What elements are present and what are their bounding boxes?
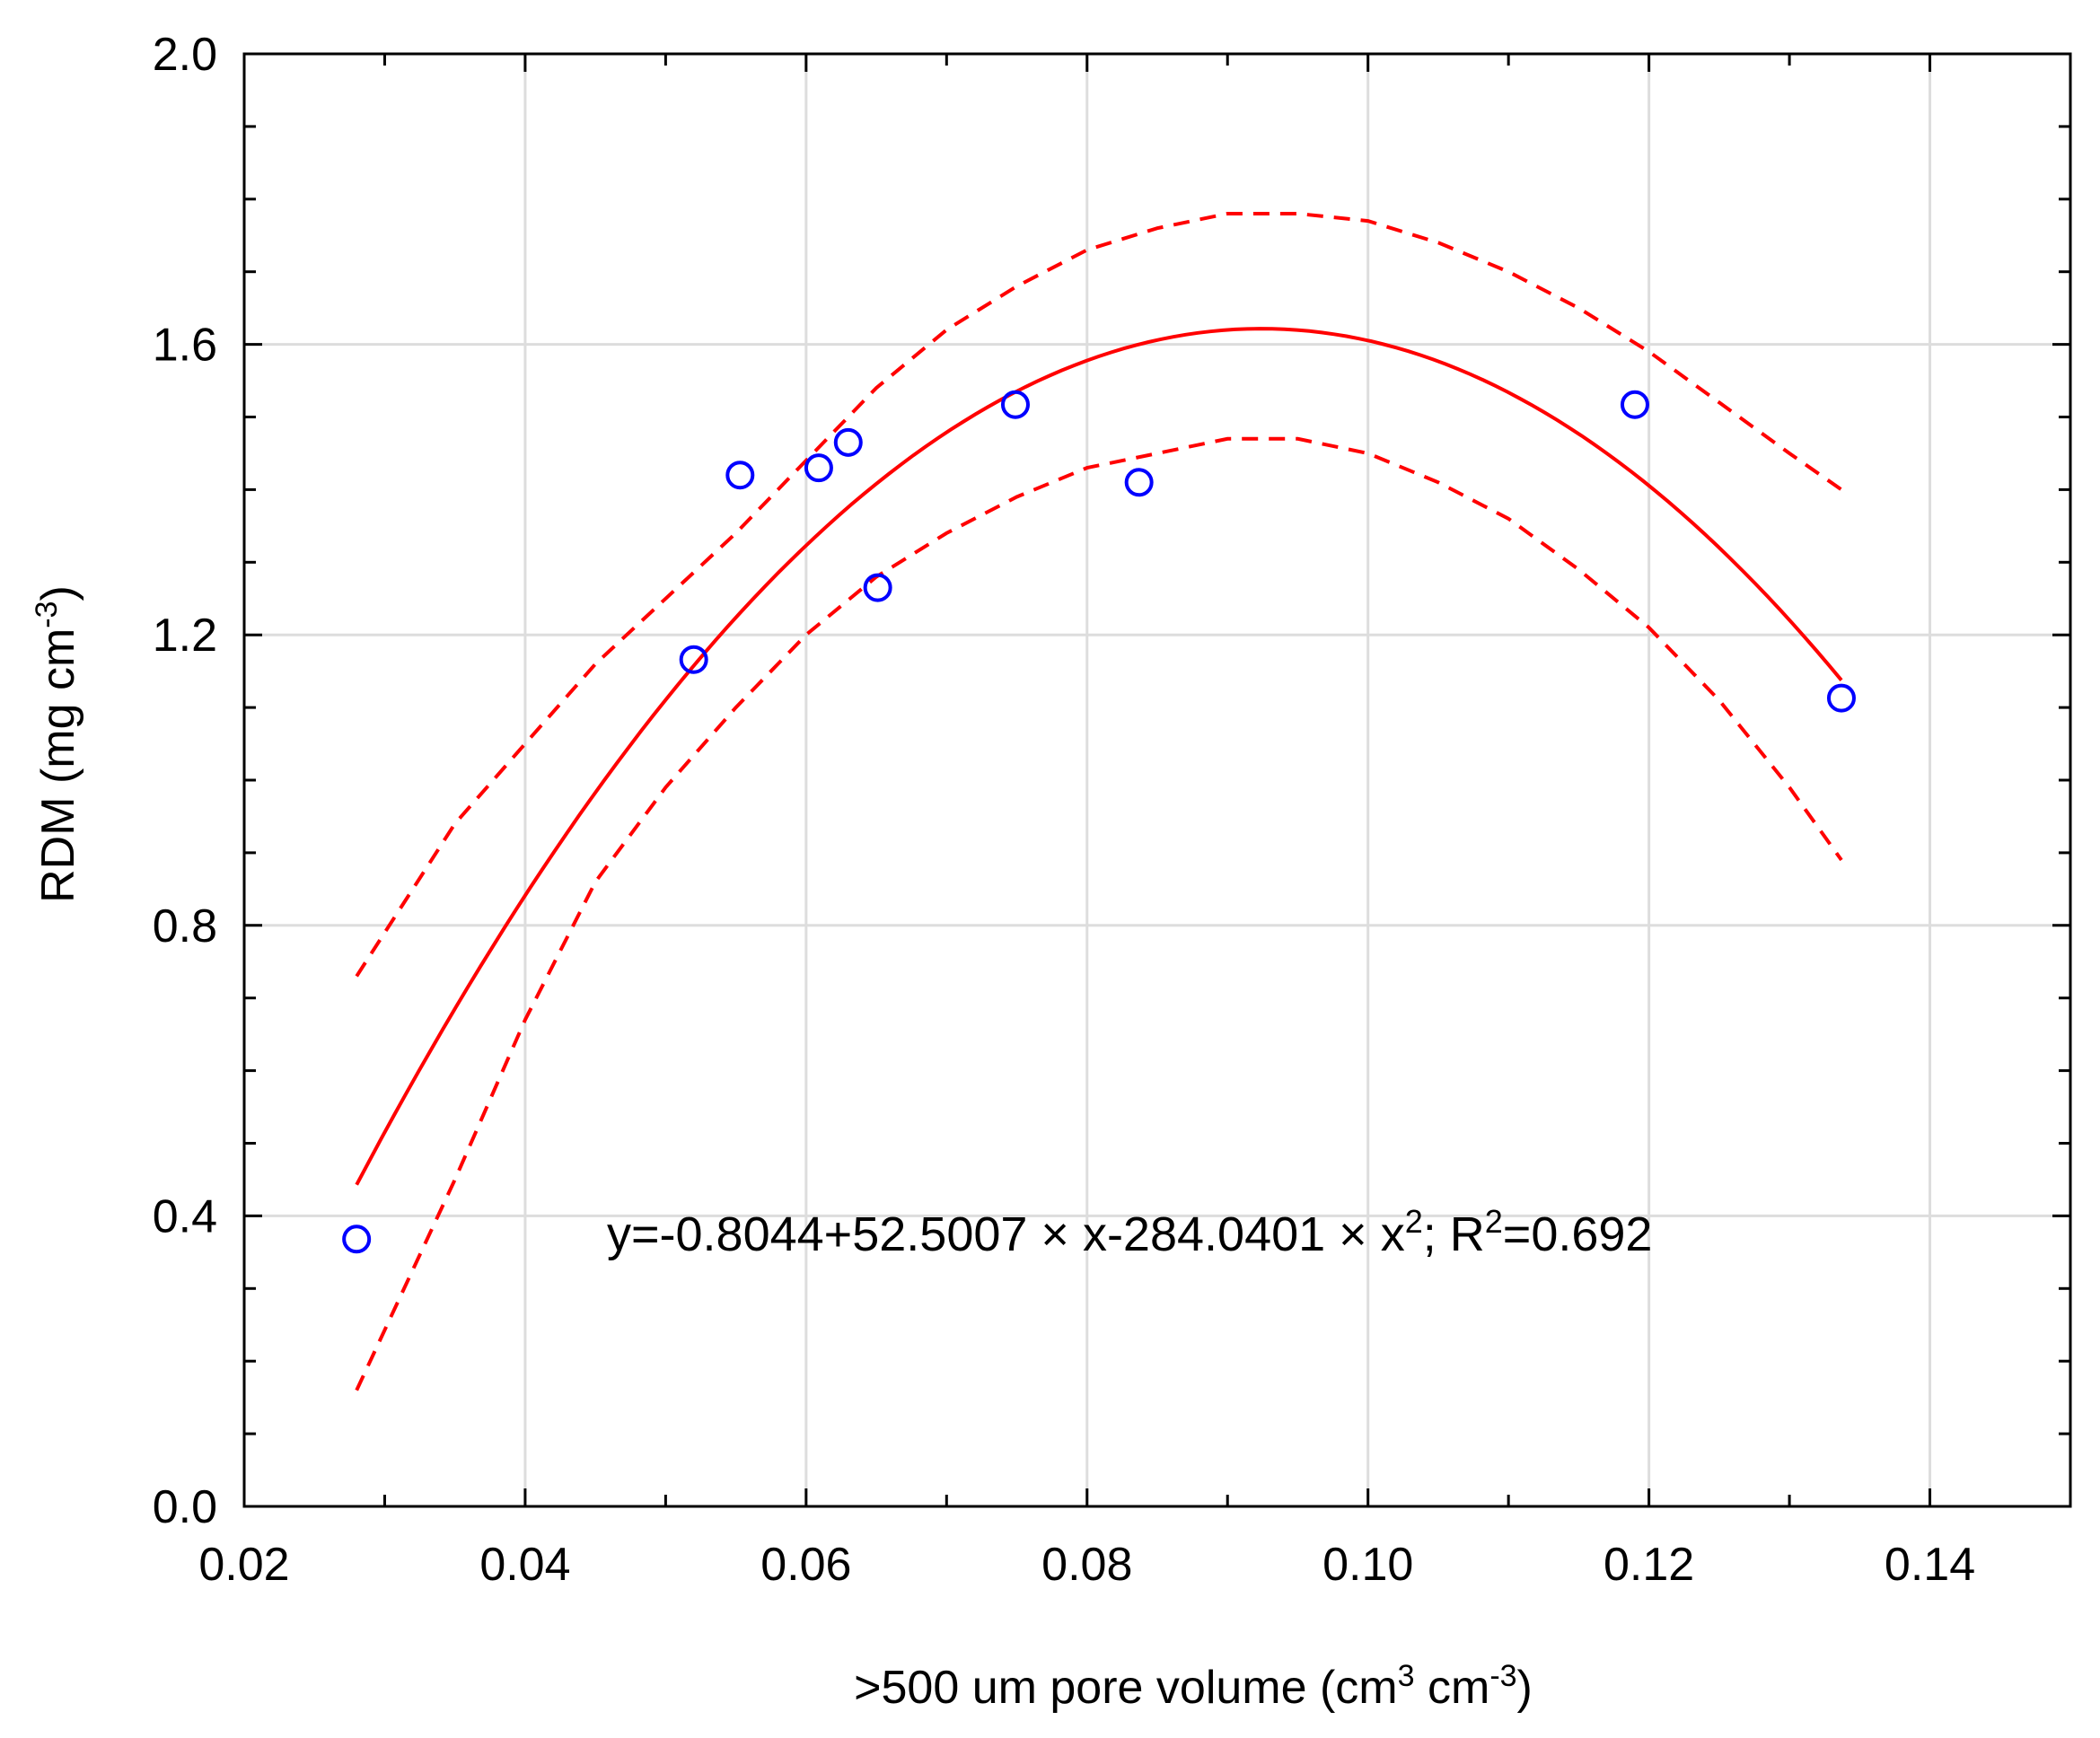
y-tick-label-2: 0.8 [153, 900, 217, 952]
equation-part3: =0.692 [1503, 1207, 1653, 1261]
axis-ticks [242, 52, 2072, 1508]
x-axis-title-mid: cm [1415, 1662, 1490, 1714]
data-point-5 [863, 573, 892, 602]
fit-curve-layer [355, 327, 1843, 1186]
data-point-7 [1124, 468, 1154, 497]
grid-lines [244, 54, 2070, 1506]
fit-curve [355, 327, 1843, 1186]
x-tick-label-4: 0.10 [1322, 1539, 1413, 1591]
x-tick-label-2: 0.06 [760, 1539, 851, 1591]
plot-frame [242, 52, 2072, 1508]
y-tick-label-3: 1.2 [153, 610, 217, 662]
x-axis-title-sup2: -3 [1489, 1659, 1516, 1693]
data-point-2 [725, 461, 755, 490]
x-axis-title: >500 um pore volume (cm3 cm-3) [854, 1659, 1533, 1714]
data-points [342, 390, 1856, 1254]
data-point-1 [679, 645, 708, 674]
equation-sup1: 2 [1405, 1203, 1423, 1240]
y-tick-label-1: 0.4 [153, 1190, 217, 1242]
x-axis-title-sup1: 3 [1398, 1659, 1415, 1693]
data-point-6 [1000, 390, 1030, 419]
x-axis-title-prefix: >500 um pore volume (cm [854, 1662, 1398, 1714]
equation-part2: ; R [1423, 1207, 1485, 1261]
x-tick-label-1: 0.04 [479, 1539, 570, 1591]
data-point-9 [1826, 683, 1856, 713]
y-axis-title: RDM (mg cm-3) [30, 585, 84, 903]
regression-equation: y=-0.8044+52.5007 × x-284.0401 × x2; R2=… [607, 1203, 1652, 1262]
x-tick-label-0: 0.02 [198, 1539, 289, 1591]
data-point-8 [1620, 390, 1649, 419]
upper-confidence-curve [355, 212, 1843, 978]
x-tick-label-5: 0.12 [1604, 1539, 1694, 1591]
data-point-4 [833, 427, 863, 457]
equation-sup2: 2 [1485, 1203, 1503, 1240]
confidence-band [355, 212, 1843, 1391]
y-axis-title-suffix: ) [32, 585, 84, 601]
data-point-0 [342, 1224, 372, 1254]
x-tick-labels: 0.02 0.04 0.06 0.08 0.10 0.12 0.14 [198, 1539, 1975, 1591]
y-tick-label-0: 0.0 [153, 1481, 217, 1533]
y-tick-label-4: 1.6 [153, 320, 217, 372]
equation-part1: y=-0.8044+52.5007 × x-284.0401 × x [607, 1207, 1405, 1261]
data-point-3 [804, 453, 833, 483]
y-axis-title-sup: -3 [30, 601, 64, 628]
lower-confidence-curve [355, 436, 1843, 1391]
x-tick-label-6: 0.14 [1885, 1539, 1975, 1591]
y-tick-label-5: 2.0 [153, 29, 217, 81]
x-axis-title-suffix: ) [1517, 1662, 1533, 1714]
y-axis-title-prefix: RDM (mg cm [32, 628, 84, 903]
y-tick-labels: 0.0 0.4 0.8 1.2 1.6 2.0 [153, 29, 217, 1533]
x-tick-label-3: 0.08 [1041, 1539, 1132, 1591]
